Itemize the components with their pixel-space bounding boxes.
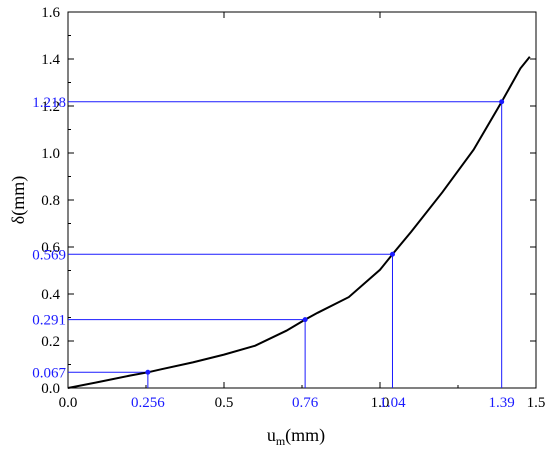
x-axis-title-main: u (267, 425, 276, 445)
marker-x-label: 0.256 (131, 395, 165, 411)
x-tick-label: 0.0 (59, 395, 78, 411)
marker-y-label: 0.067 (32, 365, 66, 381)
x-axis-title-sub: m (276, 434, 286, 448)
y-tick-label: 0.2 (41, 334, 60, 350)
x-tick-label: 1.5 (527, 395, 546, 411)
y-tick-label: 0.6 (41, 240, 60, 256)
x-tick-label: 1.0 (371, 395, 390, 411)
y-tick-label: 0.8 (41, 193, 60, 209)
x-tick-label: 0.5 (215, 395, 234, 411)
ticks: 0.0 0.5 1.0 1.5 0.0 0.2 0.4 0.6 0.8 1.0 1.2 1.4 1.6 (41, 5, 545, 411)
marker-x-label: 1.04 (379, 395, 406, 411)
y-tick-label: 1.2 (41, 99, 60, 115)
y-tick-label: 0.4 (41, 287, 60, 303)
x-axis-title-unit: (mm) (285, 425, 325, 446)
data-curve (67, 56, 531, 389)
marker-y-label: 0.291 (32, 313, 66, 329)
y-tick-label: 0.0 (41, 381, 60, 397)
marker-x-label: 1.39 (489, 395, 515, 411)
y-tick-label: 1.6 (41, 5, 60, 21)
plot-frame (67, 11, 537, 389)
y-tick-label: 1.4 (41, 52, 60, 68)
marker-point (302, 317, 308, 323)
marker-y-label: 0.569 (32, 247, 66, 263)
marker-labels: 0.256 0.067 0.76 0.291 1.04 0.569 1.39 1.218 (32, 95, 515, 411)
marker-y-label: 1.218 (32, 95, 66, 111)
marker-point (145, 369, 151, 375)
marker-points (145, 99, 505, 375)
marker-guides (68, 101, 503, 388)
y-axis-title: δ(mm) (8, 176, 29, 224)
marker-point (389, 251, 395, 257)
marker-x-label: 0.76 (292, 395, 319, 411)
y-tick-label: 1.0 (41, 146, 60, 162)
x-axis-title: um(mm) (267, 425, 325, 448)
marker-point (499, 99, 505, 105)
